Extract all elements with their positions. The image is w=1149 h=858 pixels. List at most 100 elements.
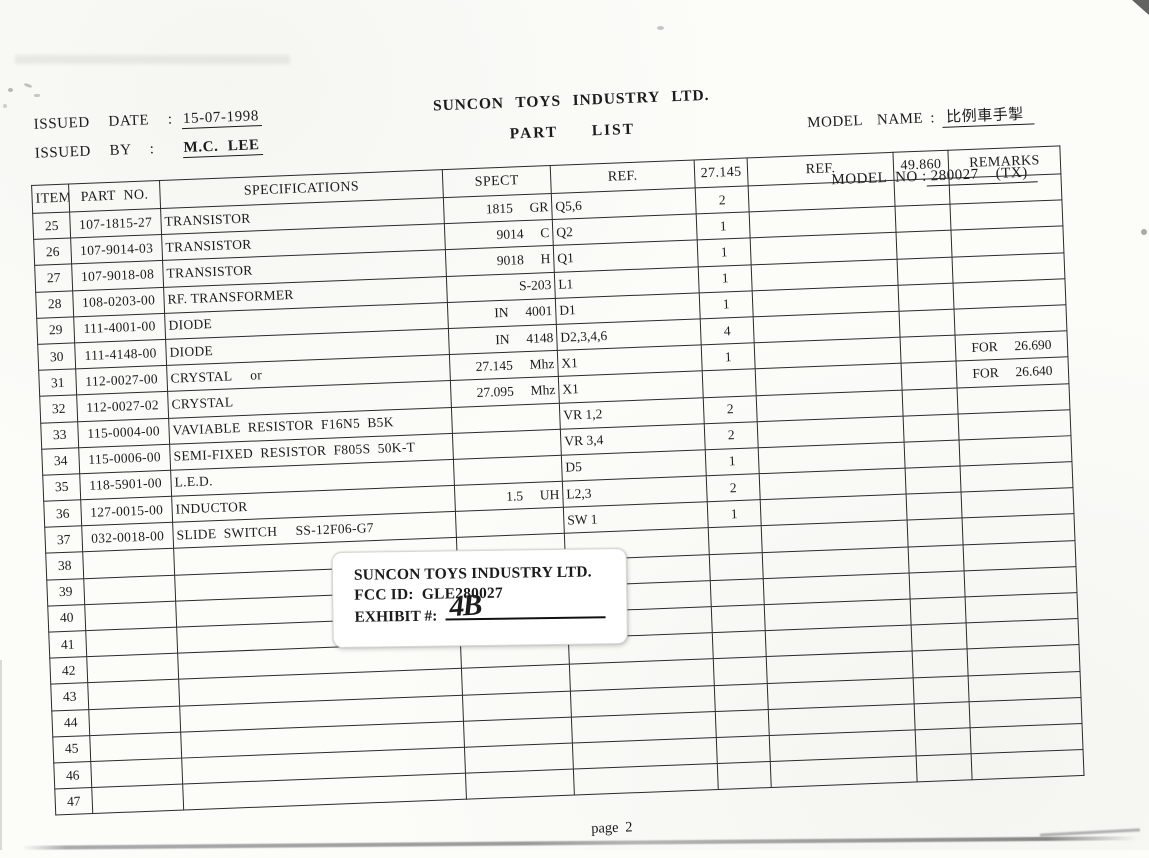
- cell-spect: 1815 GR: [443, 193, 553, 224]
- cell-part_no: [86, 653, 179, 684]
- cell-item: 47: [54, 787, 93, 816]
- cell-item: 32: [39, 395, 78, 423]
- cell-item: 25: [32, 211, 71, 240]
- cell-item: 30: [37, 342, 76, 371]
- cell-qty2: [898, 282, 955, 312]
- cell-qty1: [716, 735, 771, 764]
- cell-item: 29: [36, 316, 75, 345]
- cell-item: 43: [50, 683, 89, 711]
- cell-qty2: [900, 335, 957, 364]
- company-title: SUNCON TOYS INDUSTRY LTD.: [432, 86, 710, 115]
- cell-part_no: [91, 784, 184, 814]
- cell-qty1: 1: [696, 212, 751, 241]
- stamp-exhibit-label: EXHIBIT #:: [354, 607, 438, 626]
- scan-artifact-top-right-corner: [1132, 0, 1149, 15]
- parts-table: ITEM PART NO. SPECIFICATIONS SPECT REF. …: [31, 145, 1085, 816]
- header-49860: 49.860: [892, 150, 949, 181]
- cell-part_no: 107-9018-08: [71, 260, 164, 291]
- scan-artifact-speck: [3, 104, 7, 108]
- scan-artifact-speck: [657, 26, 664, 30]
- cell-qty2: [902, 387, 959, 416]
- cell-qty2: [914, 701, 971, 730]
- exhibit-handwritten-value: 4B: [448, 588, 482, 624]
- cell-part_no: [89, 731, 182, 762]
- cell-qty2: [909, 570, 966, 600]
- cell-item: 26: [33, 238, 72, 266]
- cell-part_no: 111-4148-00: [74, 339, 167, 369]
- cell-part_no: 127-0015-00: [80, 496, 173, 526]
- issued-date-label: ISSUED DATE :: [33, 111, 183, 133]
- cell-part_no: [85, 627, 178, 657]
- cell-qty1: [709, 552, 764, 581]
- cell-part_no: [82, 548, 175, 579]
- cell-part_no: [83, 574, 176, 605]
- cell-part_no: 107-9014-03: [70, 234, 163, 265]
- cell-part_no: [87, 679, 180, 710]
- cell-qty1: 1: [697, 238, 752, 267]
- cell-qty2: [894, 178, 950, 207]
- cell-item: 31: [38, 368, 77, 397]
- cell-ref2: [770, 756, 918, 788]
- header-spect: SPECT: [442, 165, 552, 198]
- cell-part_no: 107-1815-27: [69, 208, 162, 239]
- cell-item: 28: [35, 290, 74, 319]
- stamp-exhibit-row: EXHIBIT #: 4B: [354, 588, 626, 629]
- scan-artifact-bottom-right: [1039, 828, 1141, 837]
- cell-ref1: [573, 763, 719, 796]
- cell-item: 38: [45, 552, 84, 580]
- header-item: ITEM: [31, 184, 70, 214]
- cell-qty2: [913, 675, 970, 704]
- model-name-label: MODEL NAME :: [806, 109, 943, 132]
- cell-qty2: [901, 361, 958, 390]
- cell-part_no: 115-0006-00: [78, 444, 171, 474]
- cell-qty1: 1: [698, 264, 753, 293]
- cell-qty2: [916, 753, 973, 783]
- cell-spect: S-203: [446, 271, 556, 303]
- parts-table-body: 25 107-1815-27 TRANSISTOR 1815 GR Q5,6 2 26 107…: [32, 173, 1085, 816]
- cell-qty2: [896, 230, 953, 259]
- scan-artifact-speck: [23, 82, 33, 89]
- scan-artifact-left-edge: [0, 660, 2, 850]
- page-number: page 2: [590, 819, 633, 837]
- cell-spect: IN 4001: [447, 298, 557, 329]
- scan-artifact-speck: [1141, 229, 1147, 235]
- cell-item: 40: [47, 604, 86, 633]
- cell-qty2: [903, 413, 960, 442]
- cell-item: 45: [52, 735, 91, 763]
- cell-part_no: 032-0018-00: [81, 522, 174, 553]
- cell-qty2: [899, 309, 956, 338]
- cell-item: 46: [53, 761, 92, 790]
- cell-qty2: [908, 544, 965, 573]
- cell-qty1: [710, 578, 765, 607]
- cell-qty1: [714, 683, 769, 712]
- cell-part_no: [84, 601, 177, 631]
- cell-qty1: [713, 656, 768, 686]
- cell-qty1: [712, 630, 767, 659]
- cell-item: 39: [46, 578, 85, 606]
- cell-part_no: [88, 705, 181, 736]
- cell-qty2: [906, 492, 963, 521]
- cell-qty2: [905, 466, 962, 495]
- scan-artifact-bottom-edge: [22, 836, 1137, 850]
- cell-spect: [455, 507, 565, 538]
- title-block: SUNCON TOYS INDUSTRY LTD. PART LIST: [421, 86, 723, 146]
- cell-item: 27: [34, 264, 73, 292]
- cell-qty1: [717, 761, 772, 790]
- cell-qty2: [895, 204, 951, 233]
- cell-qty1: 1: [707, 499, 762, 529]
- cell-item: 36: [43, 499, 82, 528]
- cell-item: 34: [41, 447, 80, 476]
- cell-qty2: [904, 439, 961, 469]
- fcc-exhibit-sticker: SUNCON TOYS INDUSTRY LTD. FCC ID: GLE280…: [331, 547, 628, 649]
- cell-spect: [451, 402, 561, 434]
- cell-spect: [464, 743, 574, 774]
- cell-qty1: 1: [701, 342, 756, 372]
- cell-qty2: [907, 518, 964, 547]
- cell-part_no: 112-0027-02: [76, 391, 169, 422]
- cell-qty1: 2: [703, 395, 758, 424]
- cell-qty1: [702, 369, 757, 398]
- doc-title: PART LIST: [509, 120, 636, 143]
- cell-qty1: 1: [705, 447, 760, 476]
- model-name-line: MODEL NAME : 比例車手掣: [807, 102, 1036, 132]
- issued-date-value: 15-07-1998: [181, 108, 263, 130]
